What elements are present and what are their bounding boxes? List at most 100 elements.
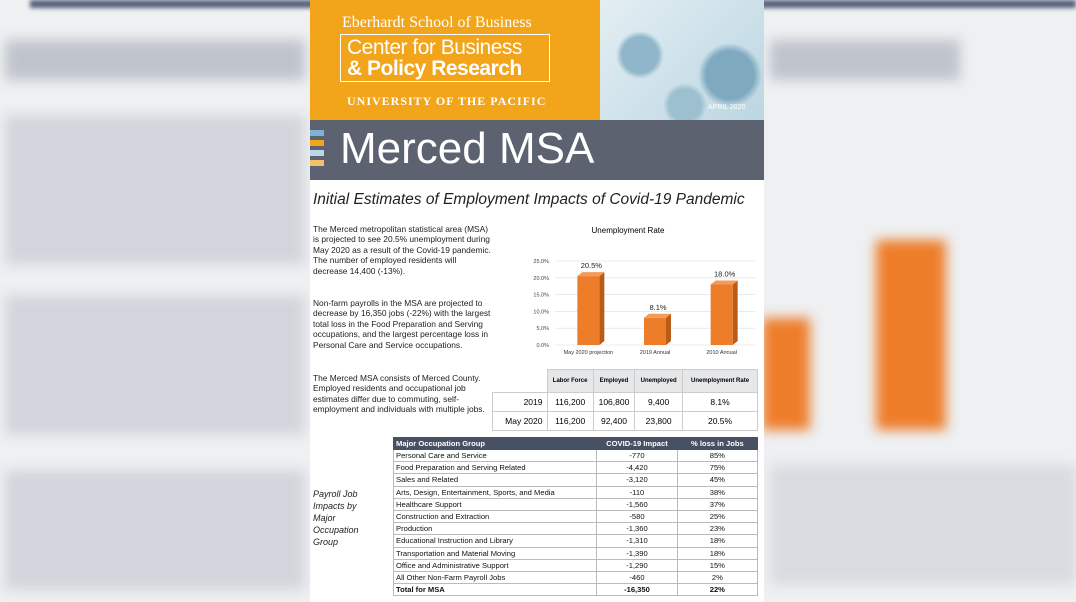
bg-text: [5, 470, 305, 590]
cell: Transportation and Material Moving: [392, 546, 598, 560]
bar: [710, 284, 733, 345]
y-tick-label: 20.0%: [533, 276, 549, 282]
total-row: Total for MSA -16,350 22%: [392, 583, 759, 597]
y-tick-label: 15.0%: [533, 293, 549, 299]
chart: Unemployment Rate 0.0% 5.0% 10.0% 15.0% 20.0…: [533, 226, 755, 356]
data-label: 18.0%: [714, 270, 736, 279]
cell: 9,400: [634, 392, 684, 412]
row: Construction and Extraction -580 25%: [392, 509, 759, 524]
cell: 37%: [676, 497, 759, 511]
banner-stripe: [310, 140, 324, 146]
bg-bar: [762, 318, 810, 430]
data-label: 20.5%: [581, 261, 603, 270]
banner-stripe: [310, 150, 324, 156]
cell: 18%: [676, 534, 759, 548]
cell: All Other Non-Farm Payroll Jobs: [392, 570, 598, 585]
bar-side: [599, 272, 605, 345]
cell: May 2020: [492, 411, 548, 431]
y-tick-label: 25.0%: [533, 259, 549, 265]
cell: 15%: [676, 558, 759, 572]
cell: 20.5%: [682, 411, 758, 431]
cell: Construction and Extraction: [392, 509, 598, 524]
cell: 116,200: [546, 392, 594, 412]
cell: -3,120: [596, 473, 678, 487]
bg-text: [5, 115, 305, 265]
row: Office and Administrative Support -1,290 1…: [392, 558, 759, 572]
center-name: Center for Business: [347, 36, 522, 59]
cell: -1,290: [596, 558, 678, 572]
cell: 18%: [676, 546, 759, 560]
cell: Personal Care and Service: [392, 448, 598, 463]
bg-title: [770, 40, 960, 80]
banner-title: Merced MSA: [340, 124, 595, 173]
cell: -1,310: [596, 534, 678, 548]
bg-text: [5, 295, 305, 435]
cell: 116,200: [546, 411, 594, 431]
cell: -16,350: [596, 583, 678, 597]
bar-top: [644, 313, 671, 318]
banner-stripe: [310, 130, 324, 136]
school-name: Eberhardt School of Business: [342, 14, 532, 31]
bar-top: [577, 272, 605, 277]
header-cell: Employed: [592, 369, 636, 393]
header-cell: [492, 369, 547, 393]
cell: Educational Instruction and Library: [392, 534, 598, 548]
bar-top: [710, 280, 738, 285]
y-tick-label: 5.0%: [536, 326, 549, 332]
cell: 38%: [676, 485, 759, 499]
bg-title: [5, 40, 305, 80]
cell: -460: [596, 570, 678, 585]
y-tick-label: 10.0%: [533, 309, 549, 315]
row: Healthcare Support -1,560 37%: [392, 497, 759, 511]
cell: 75%: [676, 461, 759, 475]
header-cell: Unemployed: [634, 369, 684, 393]
bar-side: [732, 280, 738, 345]
row: Personal Care and Service -770 85%: [392, 448, 759, 463]
cell: -1,390: [596, 546, 678, 560]
subtitle: Initial Estimates of Employment Impacts …: [313, 191, 745, 208]
cell: 2019: [492, 392, 548, 412]
cell: -1,560: [596, 497, 678, 511]
cell: Production: [392, 522, 598, 536]
bg-bar: [876, 240, 946, 430]
header-row: Labor Force Employed Unemployed Unemploymen…: [492, 369, 758, 393]
row: Production -1,360 23%: [392, 522, 759, 536]
row: May 2020 116,200 92,400 23,800 20.5%: [492, 411, 758, 431]
center-box: [340, 34, 550, 82]
row: Food Preparation and Serving Related -4,4…: [392, 461, 759, 475]
center-name: & Policy Research: [347, 57, 522, 80]
banner: [310, 120, 764, 180]
banner-stripe: [310, 160, 324, 166]
virus-image: [600, 0, 764, 120]
report-date: APRIL 2020: [708, 104, 746, 111]
occupation-table: Major Occupation Group COVID-19 Impact% l…: [392, 437, 759, 597]
header-cell: % loss in Jobs: [676, 437, 759, 450]
cell: Office and Administrative Support: [392, 558, 598, 572]
cell: -110: [596, 485, 678, 499]
cell: 2%: [676, 570, 759, 585]
document: APRIL 2020 Eberhardt School of Business …: [310, 0, 764, 602]
cell: Total for MSA: [392, 583, 598, 597]
cell: 22%: [676, 583, 759, 597]
cell: 106,800: [592, 392, 636, 412]
y-tick-label: 0.0%: [536, 343, 549, 349]
cell: 23,800: [634, 411, 684, 431]
chart-title: Unemployment Rate: [592, 226, 665, 235]
cell: 85%: [676, 448, 759, 463]
cell: Food Preparation and Serving Related: [392, 461, 598, 475]
paragraph: The Merced MSA consists of Merced County…: [313, 373, 485, 415]
header-row: Major Occupation Group COVID-19 Impact% l…: [392, 437, 759, 450]
header-cell: Unemployment Rate: [682, 369, 758, 393]
data-label: 8.1%: [649, 303, 666, 312]
row: Educational Instruction and Library -1,31…: [392, 534, 759, 548]
cell: 23%: [676, 522, 759, 536]
cell: 92,400: [592, 411, 636, 431]
cell: -580: [596, 509, 678, 524]
cell: -770: [596, 448, 678, 463]
x-tick-label: May 2020 projection: [564, 350, 614, 356]
cell: 25%: [676, 509, 759, 524]
bg-table: [770, 465, 1076, 585]
row: Sales and Related -3,120 45%: [392, 473, 759, 487]
summary-table: Labor Force Employed Unemployed Unemploymen…: [492, 369, 758, 431]
